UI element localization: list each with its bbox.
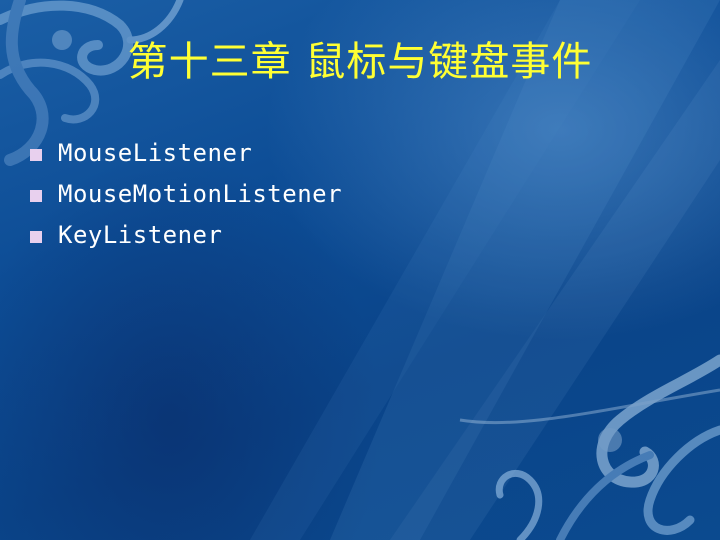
slide-title: 第十三章 鼠标与键盘事件	[127, 39, 593, 85]
bullet-text: MouseMotionListener	[58, 179, 343, 208]
square-bullet-icon	[30, 189, 42, 202]
bullet-list: MouseListener MouseMotionListener KeyLis…	[30, 132, 342, 255]
bullet-text: MouseListener	[58, 138, 253, 167]
list-item: KeyListener	[30, 214, 342, 255]
bottom-right-ornament-graphic	[459, 354, 720, 540]
square-bullet-icon	[30, 148, 42, 161]
top-left-ornament-graphic	[0, 0, 184, 166]
list-item: MouseMotionListener	[30, 173, 342, 214]
list-item: MouseListener	[30, 132, 342, 173]
bullet-text: KeyListener	[58, 220, 223, 249]
square-bullet-icon	[30, 230, 42, 243]
light-rays-graphic	[250, 0, 720, 540]
